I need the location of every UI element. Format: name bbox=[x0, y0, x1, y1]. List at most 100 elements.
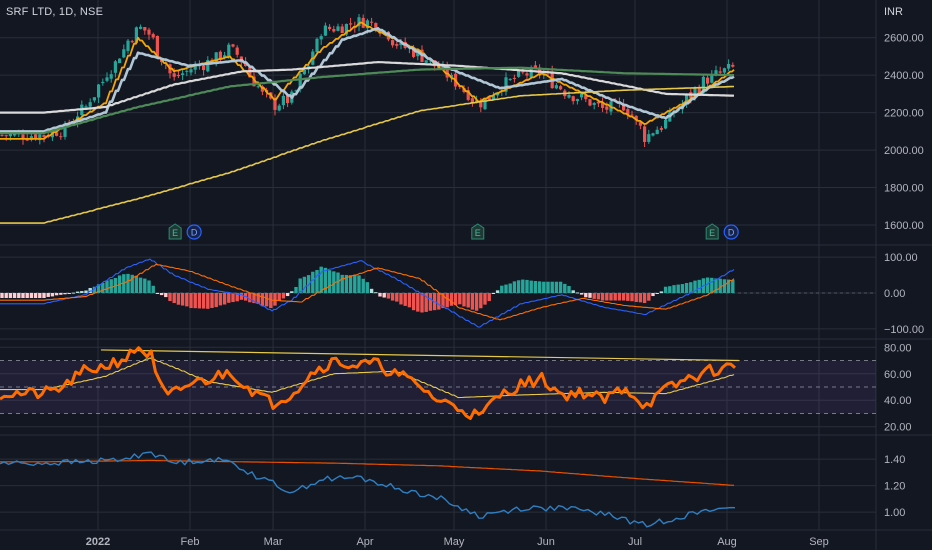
macd-line bbox=[0, 258, 735, 328]
macd-histogram-bar bbox=[563, 283, 567, 293]
dividend-marker-icon[interactable] bbox=[186, 224, 202, 240]
macd-histogram-bar bbox=[663, 286, 668, 293]
macd-histogram-bar bbox=[588, 293, 592, 298]
macd-histogram-bar bbox=[508, 283, 512, 293]
candle-body bbox=[244, 62, 248, 67]
macd-histogram-bar bbox=[50, 293, 55, 297]
macd-histogram-bar bbox=[378, 293, 382, 297]
macd-histogram-bar bbox=[105, 280, 109, 293]
macd-histogram-bar bbox=[134, 275, 139, 293]
candle-body bbox=[59, 136, 63, 138]
macd-histogram-bar bbox=[298, 278, 302, 293]
candle-body bbox=[638, 122, 642, 126]
earnings-marker-icon[interactable] bbox=[705, 223, 719, 240]
x-tick-label: Feb bbox=[180, 536, 199, 548]
candle-body bbox=[0, 134, 4, 136]
macd-histogram-bar bbox=[71, 292, 76, 294]
macd-histogram-bar bbox=[252, 293, 256, 304]
earnings-marker-icon[interactable] bbox=[471, 223, 485, 240]
candle-body bbox=[332, 29, 336, 32]
macd-histogram-bar bbox=[277, 293, 281, 301]
macd-histogram-bar bbox=[584, 293, 588, 298]
macd-histogram-bar bbox=[437, 293, 441, 310]
macd-histogram-bar bbox=[718, 278, 722, 293]
macd-histogram-bar bbox=[672, 285, 676, 293]
macd-histogram-bar bbox=[374, 292, 378, 294]
moving-average-ma_fast bbox=[0, 21, 735, 140]
candle-body bbox=[588, 99, 592, 106]
macd-histogram-bar bbox=[680, 284, 685, 293]
macd-histogram-bar bbox=[676, 284, 680, 293]
candle-body bbox=[529, 67, 533, 78]
candle-body bbox=[647, 134, 651, 142]
macd-histogram-bar bbox=[638, 293, 643, 303]
macd-histogram-bar bbox=[147, 280, 151, 293]
macd-histogram-bar bbox=[12, 293, 17, 299]
macd-histogram-bar bbox=[525, 279, 529, 293]
y-tick-label: 2600.00 bbox=[884, 33, 924, 45]
macd-histogram-bar bbox=[474, 293, 479, 311]
macd-histogram-bar bbox=[651, 293, 655, 297]
dividend-marker-icon[interactable] bbox=[723, 224, 739, 240]
candle-body bbox=[722, 68, 726, 73]
candle-body bbox=[622, 103, 626, 111]
macd-histogram-bar bbox=[512, 281, 517, 293]
macd-histogram-bar bbox=[462, 293, 466, 307]
y-tick-label: 100.00 bbox=[884, 252, 918, 264]
candle-body bbox=[328, 26, 332, 30]
candle-body bbox=[718, 71, 722, 73]
candle-body bbox=[281, 95, 285, 106]
candle-body bbox=[130, 41, 134, 43]
macd-histogram-bar bbox=[705, 277, 710, 293]
macd-histogram-bar bbox=[348, 275, 353, 293]
macd-histogram-bar bbox=[260, 293, 265, 306]
macd-histogram-bar bbox=[281, 293, 286, 299]
candle-body bbox=[155, 35, 159, 59]
macd-histogram-bar bbox=[403, 293, 407, 306]
y-tick-label: 2000.00 bbox=[884, 145, 924, 157]
macd-histogram-bar bbox=[151, 285, 155, 293]
candle-body bbox=[42, 135, 46, 138]
candle-body bbox=[580, 93, 584, 98]
y-tick-label: 80.00 bbox=[884, 342, 912, 354]
macd-histogram-bar bbox=[189, 293, 193, 309]
candle-body bbox=[55, 132, 59, 136]
candle-body bbox=[395, 44, 399, 46]
macd-histogram-bar bbox=[453, 293, 458, 306]
candle-body bbox=[706, 77, 710, 84]
candle-body bbox=[601, 102, 605, 108]
macd-histogram-bar bbox=[327, 270, 332, 293]
macd-histogram-bar bbox=[684, 282, 689, 293]
currency-label: INR bbox=[884, 6, 903, 18]
macd-histogram-bar bbox=[344, 274, 349, 293]
ratio-line bbox=[0, 451, 736, 528]
macd-histogram-bar bbox=[210, 293, 214, 308]
earnings-marker-icon[interactable] bbox=[168, 223, 182, 240]
macd-histogram-bar bbox=[336, 272, 340, 293]
candle-body bbox=[701, 76, 705, 93]
candle-body bbox=[214, 52, 218, 65]
macd-histogram-bar bbox=[84, 290, 88, 293]
candle-body bbox=[92, 97, 96, 101]
candle-body bbox=[592, 103, 596, 105]
macd-histogram-bar bbox=[63, 293, 67, 295]
candle-body bbox=[88, 102, 92, 107]
candle-body bbox=[664, 119, 668, 129]
macd-histogram-bar bbox=[647, 293, 651, 301]
candle-body bbox=[34, 134, 38, 140]
macd-histogram-bar bbox=[8, 293, 13, 299]
macd-histogram-bar bbox=[458, 293, 462, 305]
macd-histogram-bar bbox=[17, 293, 21, 299]
macd-histogram-bar bbox=[697, 279, 701, 293]
macd-histogram-bar bbox=[38, 293, 42, 299]
candle-body bbox=[172, 73, 176, 77]
macd-histogram-bar bbox=[533, 280, 538, 293]
y-tick-label: 2200.00 bbox=[884, 108, 924, 120]
x-tick-label: Jun bbox=[537, 536, 555, 548]
candle-body bbox=[151, 34, 155, 38]
macd-histogram-bar bbox=[21, 293, 25, 299]
macd-histogram-bar bbox=[143, 278, 147, 293]
macd-histogram-bar bbox=[33, 293, 38, 299]
